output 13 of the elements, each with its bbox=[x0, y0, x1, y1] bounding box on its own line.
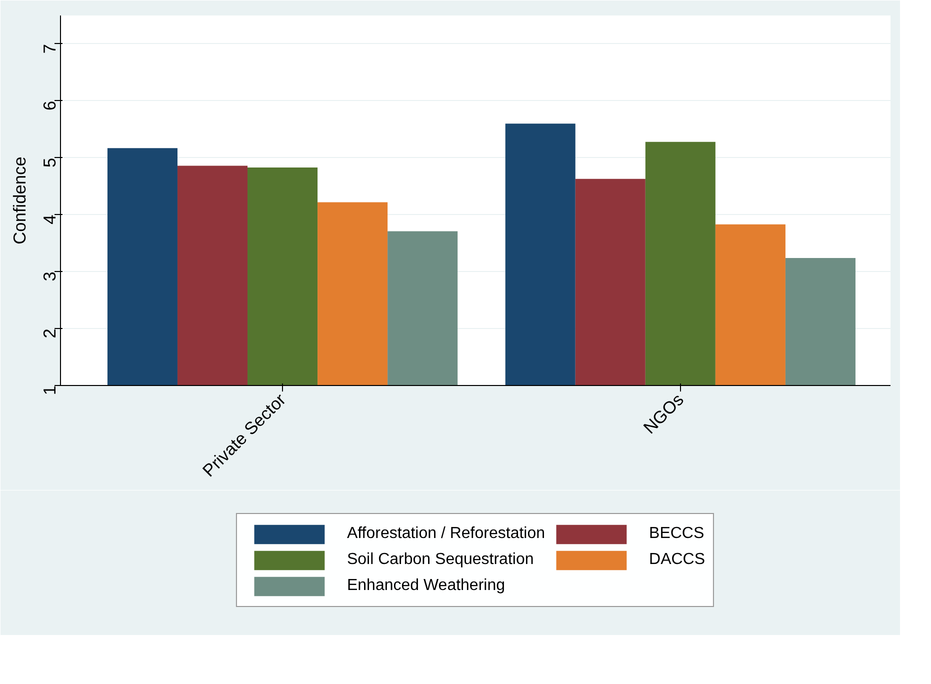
y-tick-label: 1 bbox=[40, 385, 60, 396]
y-tick-label: 6 bbox=[40, 100, 60, 111]
y-tick-label: 7 bbox=[40, 44, 60, 54]
legend-label: Afforestation / Reforestation bbox=[346, 525, 546, 543]
y-tick-label: 5 bbox=[40, 158, 60, 168]
y-tick-label: 4 bbox=[40, 214, 60, 224]
y-axis-title: Confidence bbox=[10, 156, 30, 244]
legend-label: DACCS bbox=[649, 551, 706, 569]
y-tick-label: 2 bbox=[40, 328, 60, 338]
legend-label: BECCS bbox=[649, 525, 704, 543]
legend-label: Soil Carbon Sequestration bbox=[346, 551, 534, 569]
y-tick-label: 3 bbox=[40, 272, 60, 282]
legend-label: Enhanced Weathering bbox=[346, 577, 506, 595]
